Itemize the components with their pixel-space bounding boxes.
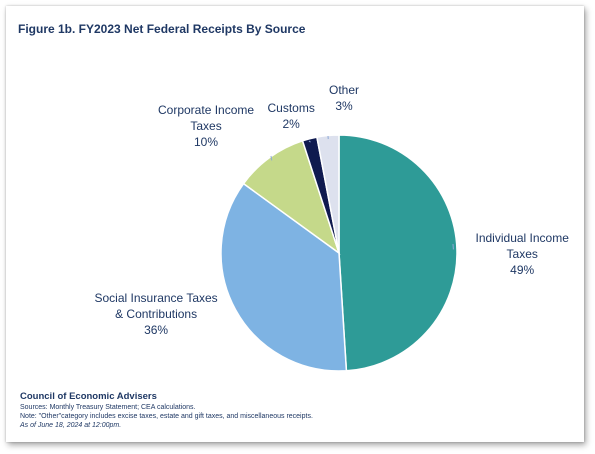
pie-slice-corporate-income-taxes [242, 139, 341, 255]
pie-slice-individual-income-taxes [338, 134, 458, 372]
chart-footer: Council of Economic Advisers Sources: Mo… [20, 391, 313, 430]
slice-label-text: Other [329, 83, 360, 97]
slice-label-text: Taxes [190, 119, 222, 133]
slice-label-text: Social Insurance Taxes [94, 291, 218, 305]
footer-as-of: As of June 18, 2024 at 12:00pm. [20, 422, 122, 429]
slice-label-text: Customs [267, 101, 315, 115]
leader-line [270, 155, 273, 161]
chart-title: Figure 1b. FY2023 Net Federal Receipts B… [18, 22, 306, 36]
slice-label: Social Insurance Taxes & Contributions 36% [95, 290, 218, 338]
slice-percent: 36% [144, 323, 169, 337]
leader-line [308, 140, 311, 143]
slice-label: Other 3% [329, 82, 359, 114]
slice-label-text: Corporate Income [158, 103, 255, 117]
pie-slice-other [316, 134, 340, 254]
pie-chart [220, 134, 458, 372]
slice-label-text: Taxes [506, 247, 538, 261]
slice-label-text: Individual Income [475, 231, 569, 245]
slice-percent: 2% [282, 117, 300, 131]
footer-org: Council of Economic Advisers [20, 391, 157, 402]
footer-sources: Sources: Monthly Treasury Statement; CEA… [20, 404, 196, 411]
chart-card: Figure 1b. FY2023 Net Federal Receipts B… [6, 6, 584, 442]
slice-label: Individual Income Taxes 49% [476, 230, 569, 278]
footer-note: Note: "Other"category includes excise ta… [20, 413, 313, 420]
pie-slice-social-insurance-taxes-contributions [220, 182, 348, 372]
slice-label-text: & Contributions [115, 307, 198, 321]
slice-percent: 3% [335, 99, 353, 113]
slice-label: Corporate Income Taxes 10% [158, 102, 254, 150]
slice-label: Customs 2% [268, 100, 315, 132]
slice-percent: 10% [194, 135, 219, 149]
slice-percent: 49% [510, 263, 535, 277]
